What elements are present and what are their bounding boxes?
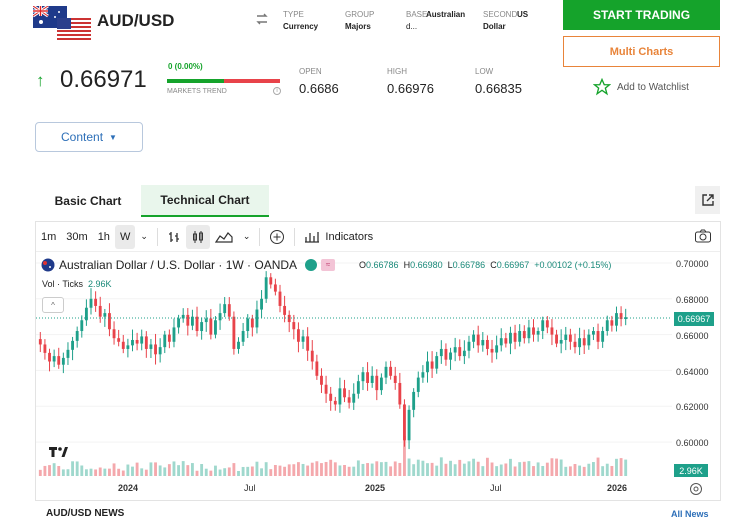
x-tick: 2025 — [365, 483, 386, 493]
indicators-button[interactable]: Indicators — [299, 225, 378, 249]
second-value: US — [517, 10, 529, 19]
y-tick: 0.64000 — [676, 367, 709, 377]
multi-charts-button[interactable]: Multi Charts — [563, 36, 720, 67]
high-key: H — [403, 260, 411, 270]
indicators-icon — [305, 231, 320, 243]
compare-add-button[interactable] — [264, 225, 290, 249]
y-tick: 0.68000 — [676, 295, 709, 305]
base-label: BASE — [406, 10, 428, 19]
group-value: Majors — [345, 22, 371, 31]
low-key: L — [447, 260, 453, 270]
interval-w[interactable]: W — [114, 224, 136, 249]
tab-technical-chart[interactable]: Technical Chart — [141, 185, 269, 217]
arrow-up-icon: ↑ — [36, 71, 45, 90]
high-readout: 0.66980 — [410, 260, 443, 270]
chart-legend-title: Australian Dollar / U.S. Dollar · 1W · O… — [41, 258, 336, 272]
pair-flags — [32, 4, 91, 40]
star-icon — [593, 78, 611, 96]
toolbar-divider — [294, 227, 296, 246]
content-dropdown[interactable]: Content ▼ — [35, 122, 143, 152]
low-value: 0.66835 — [475, 81, 522, 96]
open-readout: 0.66786 — [366, 260, 399, 270]
tradingview-logo-icon[interactable] — [45, 441, 71, 461]
toolbar-divider — [259, 227, 261, 246]
bar-chart-type-button[interactable] — [162, 225, 186, 249]
symbol-title: Australian Dollar / U.S. Dollar · 1W · O… — [59, 258, 298, 272]
x-tick: 2026 — [607, 483, 628, 493]
volume-value: 2.96K — [88, 279, 112, 289]
chart-toolbar: 1m 30m 1h W ⌄ ⌄ Indicators — [36, 222, 720, 252]
plus-circle-icon — [270, 229, 285, 244]
close-key: C — [490, 260, 497, 270]
close-readout: 0.66967 — [496, 260, 530, 270]
tab-basic-chart[interactable]: Basic Chart — [54, 194, 122, 208]
type-value: Currency — [283, 22, 319, 31]
aud-usd-flags-icon — [32, 4, 91, 40]
camera-icon[interactable] — [694, 228, 712, 249]
chart-frame — [35, 221, 721, 501]
x-tick: Jul — [244, 483, 256, 493]
content-label: Content — [61, 130, 104, 144]
change-readout: +0.00102 (+0.15%) — [534, 260, 612, 270]
all-news-link[interactable]: All News — [671, 509, 709, 519]
chevron-up-icon: ^ — [51, 300, 55, 310]
high-value: 0.66976 — [387, 81, 434, 96]
collapse-legend-button[interactable]: ^ — [42, 297, 64, 313]
ohlc-readout: O0.66786 H0.66980 L0.66786 C0.66967 +0.0… — [359, 260, 611, 270]
open-value: 0.6686 — [299, 81, 339, 96]
interval-30m[interactable]: 30m — [66, 230, 88, 243]
price-change: 0 (0.00%) — [168, 62, 203, 71]
base-value-more: d... — [406, 22, 418, 31]
x-tick: 2024 — [118, 483, 139, 493]
low-label: LOW — [475, 67, 494, 76]
toolbar-divider — [156, 227, 158, 246]
start-trading-button[interactable]: START TRADING — [563, 0, 720, 30]
aud-flag-icon — [41, 258, 55, 272]
info-icon[interactable]: i — [273, 87, 281, 95]
external-link-icon — [701, 194, 714, 206]
indicators-label: Indicators — [325, 230, 374, 243]
y-tick: 0.66000 — [676, 331, 709, 341]
caret-down-icon: ▼ — [109, 132, 117, 142]
open-external-button[interactable] — [695, 186, 720, 214]
last-price-tag: 0.66967 — [674, 312, 714, 326]
chart-type-chevron-down-icon[interactable]: ⌄ — [242, 231, 251, 241]
base-value: Australian — [426, 10, 466, 19]
markets-trend-bar — [167, 79, 280, 83]
markets-trend-label: MARKETS TREND — [167, 88, 227, 95]
swap-icon[interactable] — [254, 11, 270, 27]
volume-legend: Vol · Ticks 2.96K — [42, 279, 112, 289]
area-chart-type-button[interactable] — [210, 225, 238, 249]
status-dot — [305, 259, 318, 271]
tilde-badge: ≈ — [321, 259, 336, 271]
interval-chevron-down-icon[interactable]: ⌄ — [140, 231, 148, 241]
interval-1m[interactable]: 1m — [41, 230, 57, 243]
high-label: HIGH — [387, 67, 407, 76]
open-key: O — [359, 260, 367, 270]
last-volume-tag: 2.96K — [674, 464, 708, 477]
y-tick: 0.60000 — [676, 438, 709, 448]
markets-trend-fill — [167, 79, 224, 83]
current-price: 0.66971 — [60, 66, 147, 93]
chart-settings-icon[interactable] — [689, 482, 703, 496]
interval-1h[interactable]: 1h — [97, 230, 110, 243]
pair-title: AUD/USD — [97, 11, 175, 30]
x-tick: Jul — [490, 483, 502, 493]
second-label: SECOND — [483, 10, 518, 19]
open-label: OPEN — [299, 67, 322, 76]
candles-icon — [192, 230, 203, 243]
add-to-watchlist-button[interactable]: Add to Watchlist — [593, 78, 689, 96]
volume-label: Vol · Ticks — [42, 279, 84, 289]
type-label: TYPE — [283, 10, 304, 19]
second-value-more: Dollar — [483, 22, 506, 31]
low-readout: 0.66786 — [452, 260, 486, 270]
group-label: GROUP — [345, 10, 375, 19]
bars-icon — [168, 231, 179, 242]
candles-chart-type-button[interactable] — [185, 224, 210, 249]
news-section-title: AUD/USD NEWS — [46, 508, 125, 519]
area-chart-icon — [214, 231, 233, 243]
y-tick: 0.62000 — [676, 402, 709, 412]
y-tick: 0.70000 — [676, 259, 709, 269]
watchlist-label: Add to Watchlist — [617, 81, 689, 93]
